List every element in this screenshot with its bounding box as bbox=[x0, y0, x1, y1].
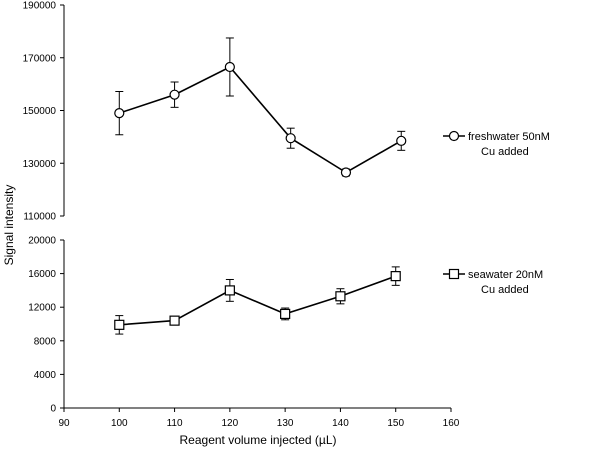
data-point-circle bbox=[114, 108, 125, 119]
legend-label: Cu added bbox=[481, 284, 529, 296]
y-tick-label: 150000 bbox=[23, 106, 57, 117]
x-tick-label: 120 bbox=[222, 418, 239, 429]
data-point-circle bbox=[169, 89, 180, 100]
y-tick-label: 16000 bbox=[28, 269, 56, 280]
data-point-square bbox=[335, 291, 346, 302]
y-tick-label: 110000 bbox=[23, 212, 56, 223]
y-tick-label: 0 bbox=[50, 404, 56, 415]
x-tick-label: 160 bbox=[443, 418, 460, 429]
data-point-circle bbox=[285, 133, 296, 144]
x-tick-label: 110 bbox=[167, 418, 183, 429]
legend-marker-circle bbox=[448, 130, 460, 142]
x-axis-title: Reagent volume injected (µL) bbox=[180, 433, 337, 447]
data-point-square bbox=[169, 315, 180, 326]
series-line bbox=[119, 275, 396, 326]
y-tick-label: 8000 bbox=[34, 336, 57, 347]
legend-label: freshwater 50nM bbox=[468, 131, 550, 143]
x-tick-label: 100 bbox=[111, 418, 128, 429]
panel-2: 0 4000 8000 12000 16000 20000 90 100 110 120 130 14… bbox=[28, 236, 543, 430]
x-tick-label: 150 bbox=[387, 418, 404, 429]
data-point-circle bbox=[396, 135, 407, 146]
legend: freshwater 50nM Cu added bbox=[443, 130, 550, 158]
y-tick-label: 170000 bbox=[23, 53, 57, 64]
panel-1: 110000 130000 150000 170000 190000 freshwater… bbox=[23, 1, 550, 223]
legend-label: Cu added bbox=[481, 146, 529, 158]
x-tick-label: 90 bbox=[58, 418, 70, 429]
legend-marker-square bbox=[448, 268, 460, 280]
y-tick-label: 130000 bbox=[23, 159, 57, 170]
y-tick-label: 20000 bbox=[28, 236, 56, 247]
data-point-square bbox=[390, 271, 401, 282]
data-point-square bbox=[114, 319, 125, 330]
y-axis-title: Signal intensity bbox=[2, 185, 16, 266]
series-line bbox=[119, 66, 402, 174]
y-tick-label: 4000 bbox=[34, 370, 57, 381]
y-tick-label: 12000 bbox=[28, 303, 56, 314]
data-point-square bbox=[280, 308, 291, 320]
x-tick-label: 140 bbox=[332, 418, 349, 429]
legend: seawater 20nM Cu added bbox=[443, 268, 543, 296]
data-point-circle bbox=[224, 61, 235, 73]
y-tick-label: 190000 bbox=[23, 1, 57, 12]
data-point-square bbox=[224, 285, 235, 296]
data-point-circle bbox=[340, 167, 352, 178]
x-tick-label: 130 bbox=[277, 418, 294, 429]
legend-label: seawater 20nM bbox=[468, 269, 543, 281]
